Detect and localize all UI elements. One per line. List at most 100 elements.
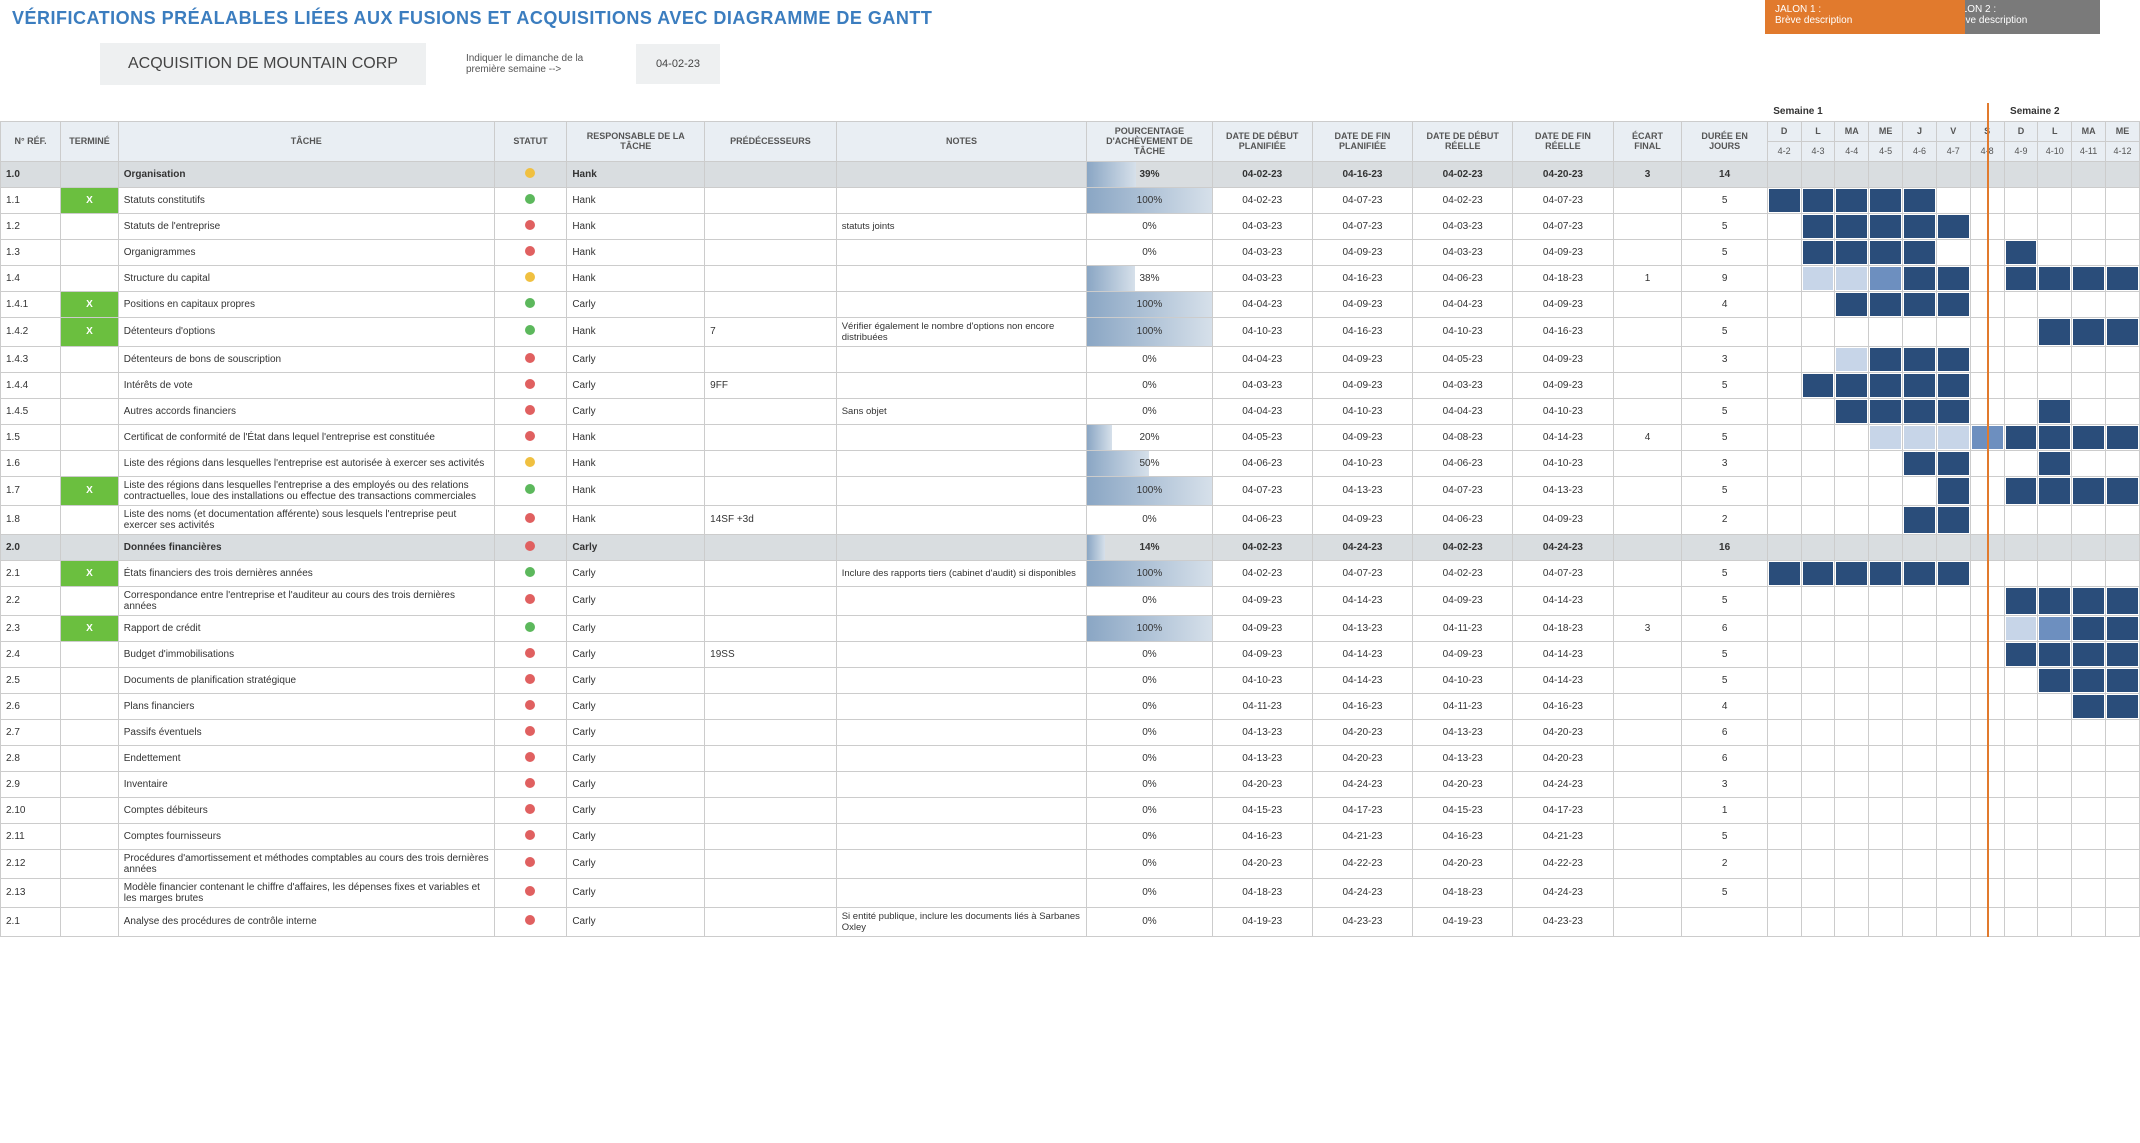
- table-row[interactable]: 1.1XStatuts constitutifsHank100%04-02-23…: [1, 187, 2140, 213]
- cell-notes[interactable]: [836, 693, 1087, 719]
- table-row[interactable]: 2.8EndettementCarly0%04-13-2304-20-2304-…: [1, 745, 2140, 771]
- cell-pct[interactable]: 0%: [1087, 849, 1212, 878]
- cell-notes[interactable]: [836, 771, 1087, 797]
- cell-pct[interactable]: 14%: [1087, 534, 1212, 560]
- cell-notes[interactable]: [836, 346, 1087, 372]
- cell-status[interactable]: [494, 560, 567, 586]
- cell-pct[interactable]: 0%: [1087, 878, 1212, 907]
- cell-status[interactable]: [494, 797, 567, 823]
- cell-status[interactable]: [494, 291, 567, 317]
- cell-notes[interactable]: [836, 586, 1087, 615]
- cell-status[interactable]: [494, 534, 567, 560]
- cell-done[interactable]: [61, 771, 119, 797]
- cell-notes[interactable]: [836, 823, 1087, 849]
- cell-status[interactable]: [494, 346, 567, 372]
- cell-done[interactable]: [61, 213, 119, 239]
- cell-pct[interactable]: 50%: [1087, 450, 1212, 476]
- cell-notes[interactable]: [836, 878, 1087, 907]
- table-row[interactable]: 2.11Comptes fournisseursCarly0%04-16-230…: [1, 823, 2140, 849]
- cell-done[interactable]: [61, 239, 119, 265]
- cell-status[interactable]: [494, 667, 567, 693]
- cell-notes[interactable]: Inclure des rapports tiers (cabinet d'au…: [836, 560, 1087, 586]
- table-row[interactable]: 2.12Procédures d'amortissement et méthod…: [1, 849, 2140, 878]
- cell-done[interactable]: [61, 878, 119, 907]
- cell-done[interactable]: [61, 586, 119, 615]
- cell-notes[interactable]: [836, 265, 1087, 291]
- cell-status[interactable]: [494, 424, 567, 450]
- cell-done[interactable]: X: [61, 476, 119, 505]
- cell-pct[interactable]: 0%: [1087, 719, 1212, 745]
- cell-pct[interactable]: 100%: [1087, 317, 1212, 346]
- table-row[interactable]: 1.3OrganigrammesHank0%04-03-2304-09-2304…: [1, 239, 2140, 265]
- cell-status[interactable]: [494, 615, 567, 641]
- cell-status[interactable]: [494, 187, 567, 213]
- col-ref[interactable]: N° RÉF.: [1, 121, 61, 161]
- cell-pct[interactable]: 39%: [1087, 161, 1212, 187]
- cell-status[interactable]: [494, 239, 567, 265]
- cell-notes[interactable]: [836, 719, 1087, 745]
- cell-status[interactable]: [494, 878, 567, 907]
- cell-done[interactable]: X: [61, 615, 119, 641]
- table-row[interactable]: 1.4.4Intérêts de voteCarly9FF0%04-03-230…: [1, 372, 2140, 398]
- cell-done[interactable]: X: [61, 560, 119, 586]
- cell-notes[interactable]: [836, 424, 1087, 450]
- cell-pct[interactable]: 0%: [1087, 398, 1212, 424]
- table-row[interactable]: 1.6Liste des régions dans lesquelles l'e…: [1, 450, 2140, 476]
- cell-status[interactable]: [494, 213, 567, 239]
- cell-notes[interactable]: [836, 641, 1087, 667]
- cell-notes[interactable]: [836, 745, 1087, 771]
- table-row[interactable]: 1.4.3Détenteurs de bons de souscriptionC…: [1, 346, 2140, 372]
- cell-done[interactable]: X: [61, 187, 119, 213]
- col-pend[interactable]: DATE DE FIN PLANIFIÉE: [1312, 121, 1412, 161]
- cell-status[interactable]: [494, 161, 567, 187]
- table-row[interactable]: 1.4.1XPositions en capitaux propresCarly…: [1, 291, 2140, 317]
- cell-notes[interactable]: [836, 291, 1087, 317]
- cell-pct[interactable]: 0%: [1087, 907, 1212, 936]
- table-row[interactable]: 1.2Statuts de l'entrepriseHankstatuts jo…: [1, 213, 2140, 239]
- cell-done[interactable]: [61, 745, 119, 771]
- cell-done[interactable]: X: [61, 317, 119, 346]
- cell-pct[interactable]: 0%: [1087, 797, 1212, 823]
- cell-done[interactable]: [61, 372, 119, 398]
- cell-pct[interactable]: 100%: [1087, 187, 1212, 213]
- cell-notes[interactable]: Si entité publique, inclure les document…: [836, 907, 1087, 936]
- cell-notes[interactable]: [836, 239, 1087, 265]
- col-pred[interactable]: PRÉDÉCESSEURS: [705, 121, 837, 161]
- cell-notes[interactable]: Vérifier également le nombre d'options n…: [836, 317, 1087, 346]
- cell-status[interactable]: [494, 317, 567, 346]
- cell-pct[interactable]: 0%: [1087, 372, 1212, 398]
- cell-pct[interactable]: 0%: [1087, 693, 1212, 719]
- cell-done[interactable]: [61, 265, 119, 291]
- col-var[interactable]: ÉCART FINAL: [1613, 121, 1682, 161]
- cell-status[interactable]: [494, 476, 567, 505]
- table-row[interactable]: 2.5Documents de planification stratégiqu…: [1, 667, 2140, 693]
- cell-status[interactable]: [494, 745, 567, 771]
- table-row[interactable]: 2.7Passifs éventuelsCarly0%04-13-2304-20…: [1, 719, 2140, 745]
- cell-pct[interactable]: 38%: [1087, 265, 1212, 291]
- cell-done[interactable]: [61, 693, 119, 719]
- table-row[interactable]: 1.4Structure du capitalHank38%04-03-2304…: [1, 265, 2140, 291]
- cell-notes[interactable]: statuts joints: [836, 213, 1087, 239]
- table-row[interactable]: 2.6Plans financiersCarly0%04-11-2304-16-…: [1, 693, 2140, 719]
- cell-pct[interactable]: 0%: [1087, 641, 1212, 667]
- col-aend[interactable]: DATE DE FIN RÉELLE: [1513, 121, 1613, 161]
- table-row[interactable]: 2.1XÉtats financiers des trois dernières…: [1, 560, 2140, 586]
- cell-notes[interactable]: [836, 534, 1087, 560]
- table-row[interactable]: 2.3XRapport de créditCarly100%04-09-2304…: [1, 615, 2140, 641]
- cell-notes[interactable]: [836, 450, 1087, 476]
- col-status[interactable]: STATUT: [494, 121, 567, 161]
- col-notes[interactable]: NOTES: [836, 121, 1087, 161]
- cell-done[interactable]: [61, 849, 119, 878]
- cell-status[interactable]: [494, 907, 567, 936]
- cell-notes[interactable]: [836, 505, 1087, 534]
- table-row[interactable]: 1.8Liste des noms (et documentation affé…: [1, 505, 2140, 534]
- table-row[interactable]: 1.4.2XDétenteurs d'optionsHank7Vérifier …: [1, 317, 2140, 346]
- cell-done[interactable]: [61, 907, 119, 936]
- cell-notes[interactable]: [836, 667, 1087, 693]
- cell-status[interactable]: [494, 693, 567, 719]
- table-row[interactable]: 2.0Données financièresCarly14%04-02-2304…: [1, 534, 2140, 560]
- col-done[interactable]: TERMINÉ: [61, 121, 119, 161]
- cell-notes[interactable]: [836, 161, 1087, 187]
- cell-pct[interactable]: 0%: [1087, 745, 1212, 771]
- cell-pct[interactable]: 0%: [1087, 667, 1212, 693]
